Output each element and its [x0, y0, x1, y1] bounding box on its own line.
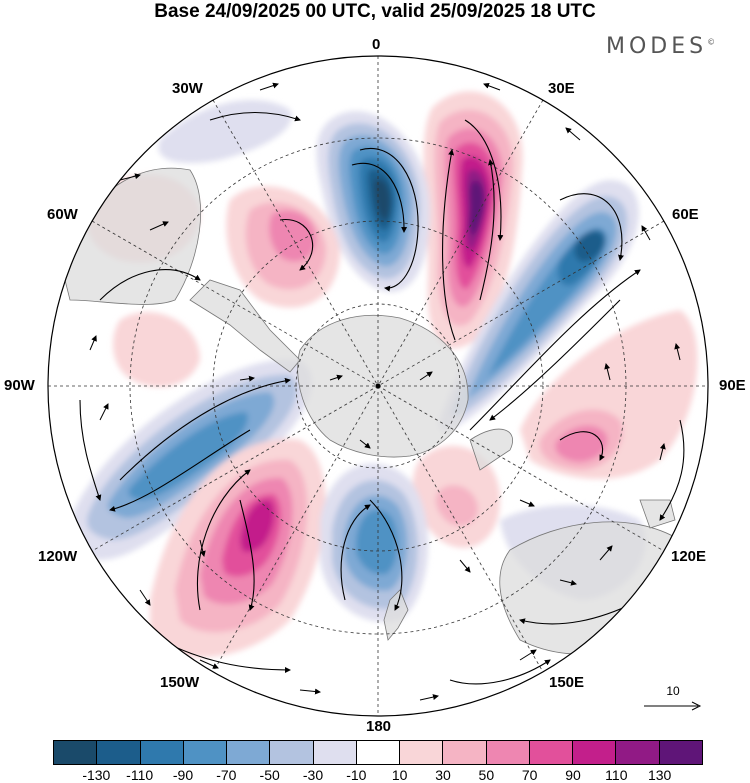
- colorbar-tick-label: -30: [302, 767, 324, 783]
- colorbar-tick-label: 10: [391, 767, 408, 783]
- lon-label-120w: 120W: [38, 548, 78, 565]
- lon-label-60w: 60W: [47, 206, 78, 223]
- south-pole-marker: [375, 383, 381, 389]
- south-africa-tip: [469, 428, 513, 471]
- colorbar-tick-label: -10: [346, 767, 367, 783]
- colorbar-tick-label: -90: [172, 767, 194, 783]
- reference-arrow-icon: [644, 701, 702, 711]
- lon-label-150w: 150W: [160, 674, 200, 691]
- colorbar-tick-label: 70: [521, 767, 538, 783]
- colorbar-swatch-5: [270, 741, 314, 764]
- colorbar-tick-label: -130: [82, 767, 111, 783]
- colorbar-swatch-11: [529, 741, 574, 764]
- lon-label-60e: 60E: [672, 206, 699, 223]
- map-title: Base 24/09/2025 00 UTC, valid 25/09/2025…: [154, 1, 596, 22]
- colorbar-tick-label: -110: [126, 767, 154, 783]
- lon-label-120e: 120E: [671, 548, 707, 565]
- new-zealand: [383, 589, 409, 641]
- tasmania: [639, 499, 676, 529]
- lon-label-150e: 150E: [549, 674, 585, 691]
- colorbar-tick-label: 110: [605, 767, 628, 783]
- reference-vector: 10: [640, 684, 706, 719]
- lon-label-90e: 90E: [719, 377, 746, 394]
- wind-vectors: [89, 82, 681, 701]
- colorbar-swatch-14: [659, 741, 702, 764]
- lon-label-30e: 30E: [548, 80, 575, 97]
- colorbar-tick-label: -70: [216, 767, 237, 783]
- colorbar-swatch-4: [227, 741, 271, 764]
- polar-map: [47, 55, 709, 717]
- reference-vector-value: 10: [666, 684, 680, 698]
- colorbar-swatch-13: [616, 741, 660, 764]
- colorbar-swatch-9: [443, 741, 487, 764]
- lon-label-30w: 30W: [172, 80, 203, 97]
- colorbar-tick-label: 90: [565, 767, 581, 783]
- lon-label-0: 0: [372, 36, 381, 53]
- logo-text: MODES: [606, 34, 708, 59]
- colorbar-swatch-3: [183, 741, 228, 764]
- antarctica: [297, 315, 469, 458]
- colorbar-swatch-7: [356, 741, 401, 764]
- colorbar-ticks: -130 -110 -90 -70 -50 -30 -10 10 30 50 70 90 110 130: [0, 767, 750, 783]
- colorbar-tick-label: 50: [478, 767, 495, 783]
- colorbar-swatch-10: [486, 741, 530, 764]
- south-america: [59, 167, 202, 305]
- colorbar-tick-label: 130: [647, 767, 672, 783]
- lon-label-90w: 90W: [4, 377, 35, 394]
- colorbar-tick-label: -50: [259, 767, 280, 783]
- colorbar-swatch-1: [97, 741, 141, 764]
- colorbar: [53, 740, 703, 765]
- colorbar-swatch-6: [313, 741, 357, 764]
- copyright-mark: ©: [707, 37, 716, 47]
- colorbar-tick-label: 30: [435, 767, 451, 783]
- map-border: [47, 55, 709, 717]
- colorbar-swatch-12: [573, 741, 617, 764]
- lon-label-180: 180: [366, 718, 392, 735]
- colorbar-swatch-8: [400, 741, 444, 764]
- colorbar-swatch-0: [54, 741, 98, 764]
- modes-logo: MODES©: [606, 34, 715, 59]
- colorbar-swatch-2: [140, 741, 184, 764]
